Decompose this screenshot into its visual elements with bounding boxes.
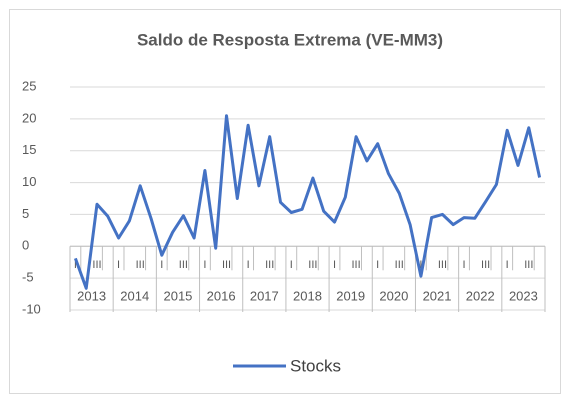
y-tick-label: 15 bbox=[22, 142, 36, 157]
x-tick-label: III bbox=[136, 259, 145, 271]
x-tick-label: I bbox=[247, 259, 250, 271]
x-tick-label: III bbox=[222, 259, 231, 271]
x-tick-label: I bbox=[463, 259, 466, 271]
x-tick-label: III bbox=[438, 259, 447, 271]
y-tick-label: -5 bbox=[22, 270, 34, 285]
year-label: 2023 bbox=[509, 288, 538, 303]
y-tick-label: 25 bbox=[22, 78, 36, 93]
year-label: 2013 bbox=[77, 288, 106, 303]
x-tick-label: III bbox=[395, 259, 404, 271]
x-tick-label: I bbox=[203, 259, 206, 271]
x-tick-label: III bbox=[92, 259, 101, 271]
year-label: 2017 bbox=[250, 288, 279, 303]
chart-title: Saldo de Resposta Extrema (VE-MM3) bbox=[137, 30, 443, 49]
x-tick-label: I bbox=[333, 259, 336, 271]
x-tick-label: I bbox=[376, 259, 379, 271]
y-tick-label: -10 bbox=[22, 301, 41, 316]
year-label: 2021 bbox=[423, 288, 452, 303]
y-tick-label: 5 bbox=[22, 206, 29, 221]
x-tick-label: III bbox=[351, 259, 360, 271]
y-tick-label: 0 bbox=[22, 238, 29, 253]
year-label: 2014 bbox=[120, 288, 149, 303]
x-tick-label: I bbox=[506, 259, 509, 271]
x-tick-label: III bbox=[308, 259, 317, 271]
y-tick-label: 20 bbox=[22, 110, 36, 125]
x-tick-label: III bbox=[524, 259, 533, 271]
x-tick-label: I bbox=[290, 259, 293, 271]
year-label: 2018 bbox=[293, 288, 322, 303]
series-line bbox=[73, 114, 542, 290]
x-tick-label: III bbox=[179, 259, 188, 271]
year-label: 2015 bbox=[163, 288, 192, 303]
x-tick-label: III bbox=[481, 259, 490, 271]
x-tick-label: I bbox=[419, 259, 422, 271]
chart-border bbox=[9, 9, 561, 394]
x-tick-label: I bbox=[117, 259, 120, 271]
year-label: 2016 bbox=[207, 288, 236, 303]
y-tick-label: 10 bbox=[22, 174, 36, 189]
legend-label: Stocks bbox=[290, 356, 341, 375]
x-tick-label: I bbox=[74, 259, 77, 271]
year-label: 2019 bbox=[336, 288, 365, 303]
x-tick-label: I bbox=[160, 259, 163, 271]
year-label: 2020 bbox=[379, 288, 408, 303]
year-label: 2022 bbox=[466, 288, 495, 303]
x-tick-label: III bbox=[265, 259, 274, 271]
